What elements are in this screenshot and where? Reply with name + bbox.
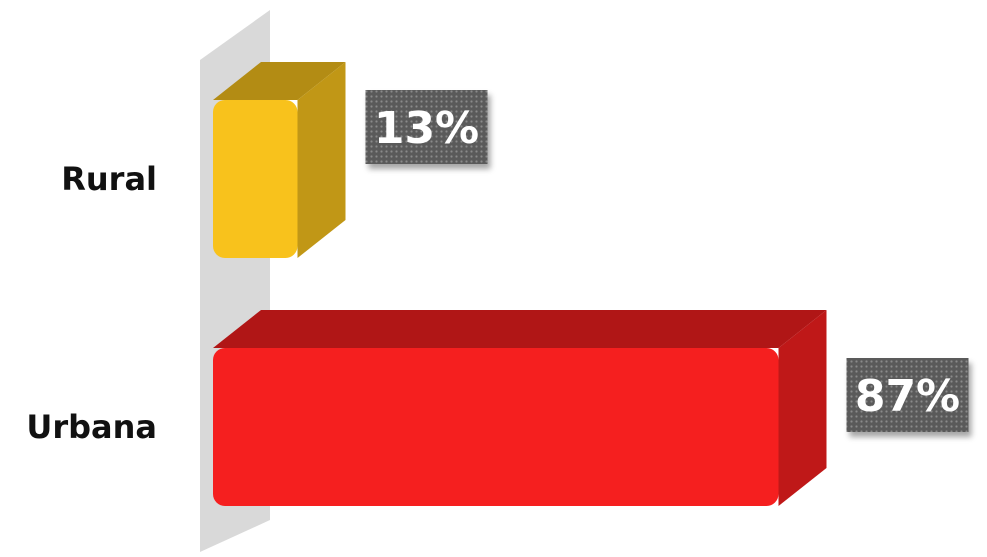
- data-label-text: 13%: [374, 103, 479, 154]
- data-label-box: [846, 358, 969, 432]
- bar-side-face: [297, 62, 346, 258]
- bar-top-face: [213, 62, 346, 100]
- bar-front-face: [213, 100, 298, 258]
- data-label: 87%: [846, 358, 969, 432]
- category-label: Urbana: [26, 408, 157, 446]
- bar-urbana: [213, 310, 827, 506]
- bar-top-face: [213, 310, 827, 348]
- data-label-text: 87%: [855, 371, 960, 422]
- category-label: Rural: [61, 160, 157, 198]
- bar-rural: [213, 62, 346, 258]
- bar-front-face: [213, 348, 779, 506]
- data-label-box: [365, 90, 488, 164]
- data-label: 13%: [365, 90, 488, 164]
- bar-side-face: [778, 310, 827, 506]
